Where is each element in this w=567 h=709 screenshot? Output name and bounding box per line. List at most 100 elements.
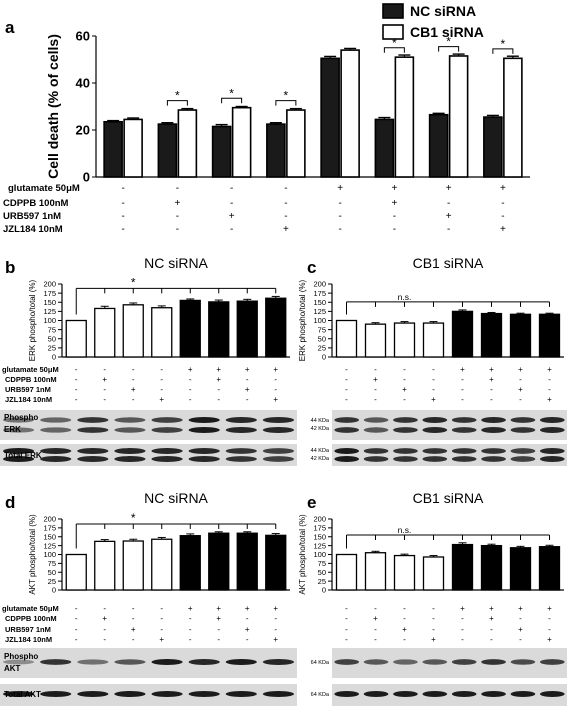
blot-band [334,456,360,462]
blot-band [151,456,183,462]
bar [208,301,230,358]
y-tick-label: 25 [48,577,56,586]
condition-label: glutamate 50μM [8,183,80,194]
blot-band [539,456,565,462]
condition-sign: - [519,375,522,384]
blot-band [539,448,565,454]
bar-cb1 [286,109,306,178]
bar [236,300,258,358]
condition-sign: + [500,183,506,194]
condition-sign: - [176,183,179,194]
bar [422,322,445,358]
significance-bracket [221,97,243,104]
blot-band [363,659,389,665]
y-axis-label: Cell death (% of cells) [45,34,61,179]
condition-sign: + [102,614,107,623]
y-tick-label: 75 [318,325,326,334]
condition-sign: - [338,198,341,209]
condition-sign: + [131,385,136,394]
panel-a: a 0 20 40 60 Cell death (% of cells) * * * * * * NC … [3,3,530,235]
blot-band [451,417,477,423]
condition-sign: - [274,625,277,634]
blot-background [332,444,567,466]
blot-band [262,456,295,462]
bar [65,553,87,591]
condition-label: glutamate 50μM [2,365,59,374]
condition-sign: + [518,385,523,394]
bar [122,304,144,358]
y-axis-label: ERK phospho/total (%) [28,279,37,361]
blot-band [262,448,295,454]
condition-sign: - [403,395,406,404]
blot-phospho-akt-nc [0,648,297,678]
kda-marker: 64 KDa [311,692,330,698]
condition-sign: + [245,385,250,394]
panel-title: CB1 siRNA [413,255,484,271]
condition-sign: - [75,375,78,384]
condition-sign: + [547,635,552,644]
y-tick-label: 20 [76,123,90,138]
blot-total-akt-nc [0,684,297,706]
bar [335,553,358,591]
condition-sign: - [75,395,78,404]
condition-sign: - [345,614,348,623]
blot-band [422,456,448,462]
blot-total-erk-nc [0,444,297,466]
condition-sign: - [160,385,163,394]
condition-sign: + [489,365,494,374]
condition-sign: - [75,385,78,394]
condition-sign: - [103,365,106,374]
blot-band [40,659,72,665]
kda-marker: 42 KDa [311,456,330,462]
condition-sign: + [273,395,278,404]
blot-band [114,448,146,454]
condition-sign: - [75,625,78,634]
blot-band [188,448,220,454]
condition-sign: - [345,604,348,613]
significance-star: * [446,35,451,49]
bar [364,323,387,358]
condition-label: URB597 1nM [5,385,51,394]
condition-sign: - [103,604,106,613]
significance-bracket [383,47,405,53]
condition-sign: - [230,198,233,209]
condition-sign: + [245,604,250,613]
condition-sign: - [519,635,522,644]
condition-sign: - [121,198,124,209]
blot-band [451,427,477,433]
condition-sign: - [75,635,78,644]
condition-sign: + [245,625,250,634]
condition-sign: - [284,198,287,209]
blot-band [151,691,183,697]
condition-sign: - [284,183,287,194]
condition-sign: - [374,395,377,404]
y-tick-label: 25 [318,344,326,353]
blot-phospho-erk-nc [0,410,297,440]
blot-background [0,684,297,706]
panel-title: CB1 siRNA [413,490,484,506]
bar-nc [103,120,123,178]
blot-band [393,691,418,697]
bar [179,299,201,358]
condition-sign: + [446,183,452,194]
blot-band [510,417,536,423]
condition-sign: + [131,625,136,634]
condition-sign: - [461,614,464,623]
blot-band [334,659,360,665]
y-tick-label: 125 [43,307,56,316]
condition-sign: + [159,635,164,644]
bar [480,544,503,591]
significance-bracket [275,100,297,106]
y-tick-label: 50 [48,334,56,343]
condition-sign: - [490,385,493,394]
condition-sign: - [519,614,522,623]
condition-sign: + [188,365,193,374]
y-tick-label: 200 [313,515,326,524]
blot-band [481,456,506,462]
panel-title: NC siRNA [144,255,208,271]
blot-band [262,427,295,433]
blot-band [40,427,72,433]
blot-band [481,448,506,454]
condition-sign: - [189,385,192,394]
condition-sign: + [391,198,397,209]
